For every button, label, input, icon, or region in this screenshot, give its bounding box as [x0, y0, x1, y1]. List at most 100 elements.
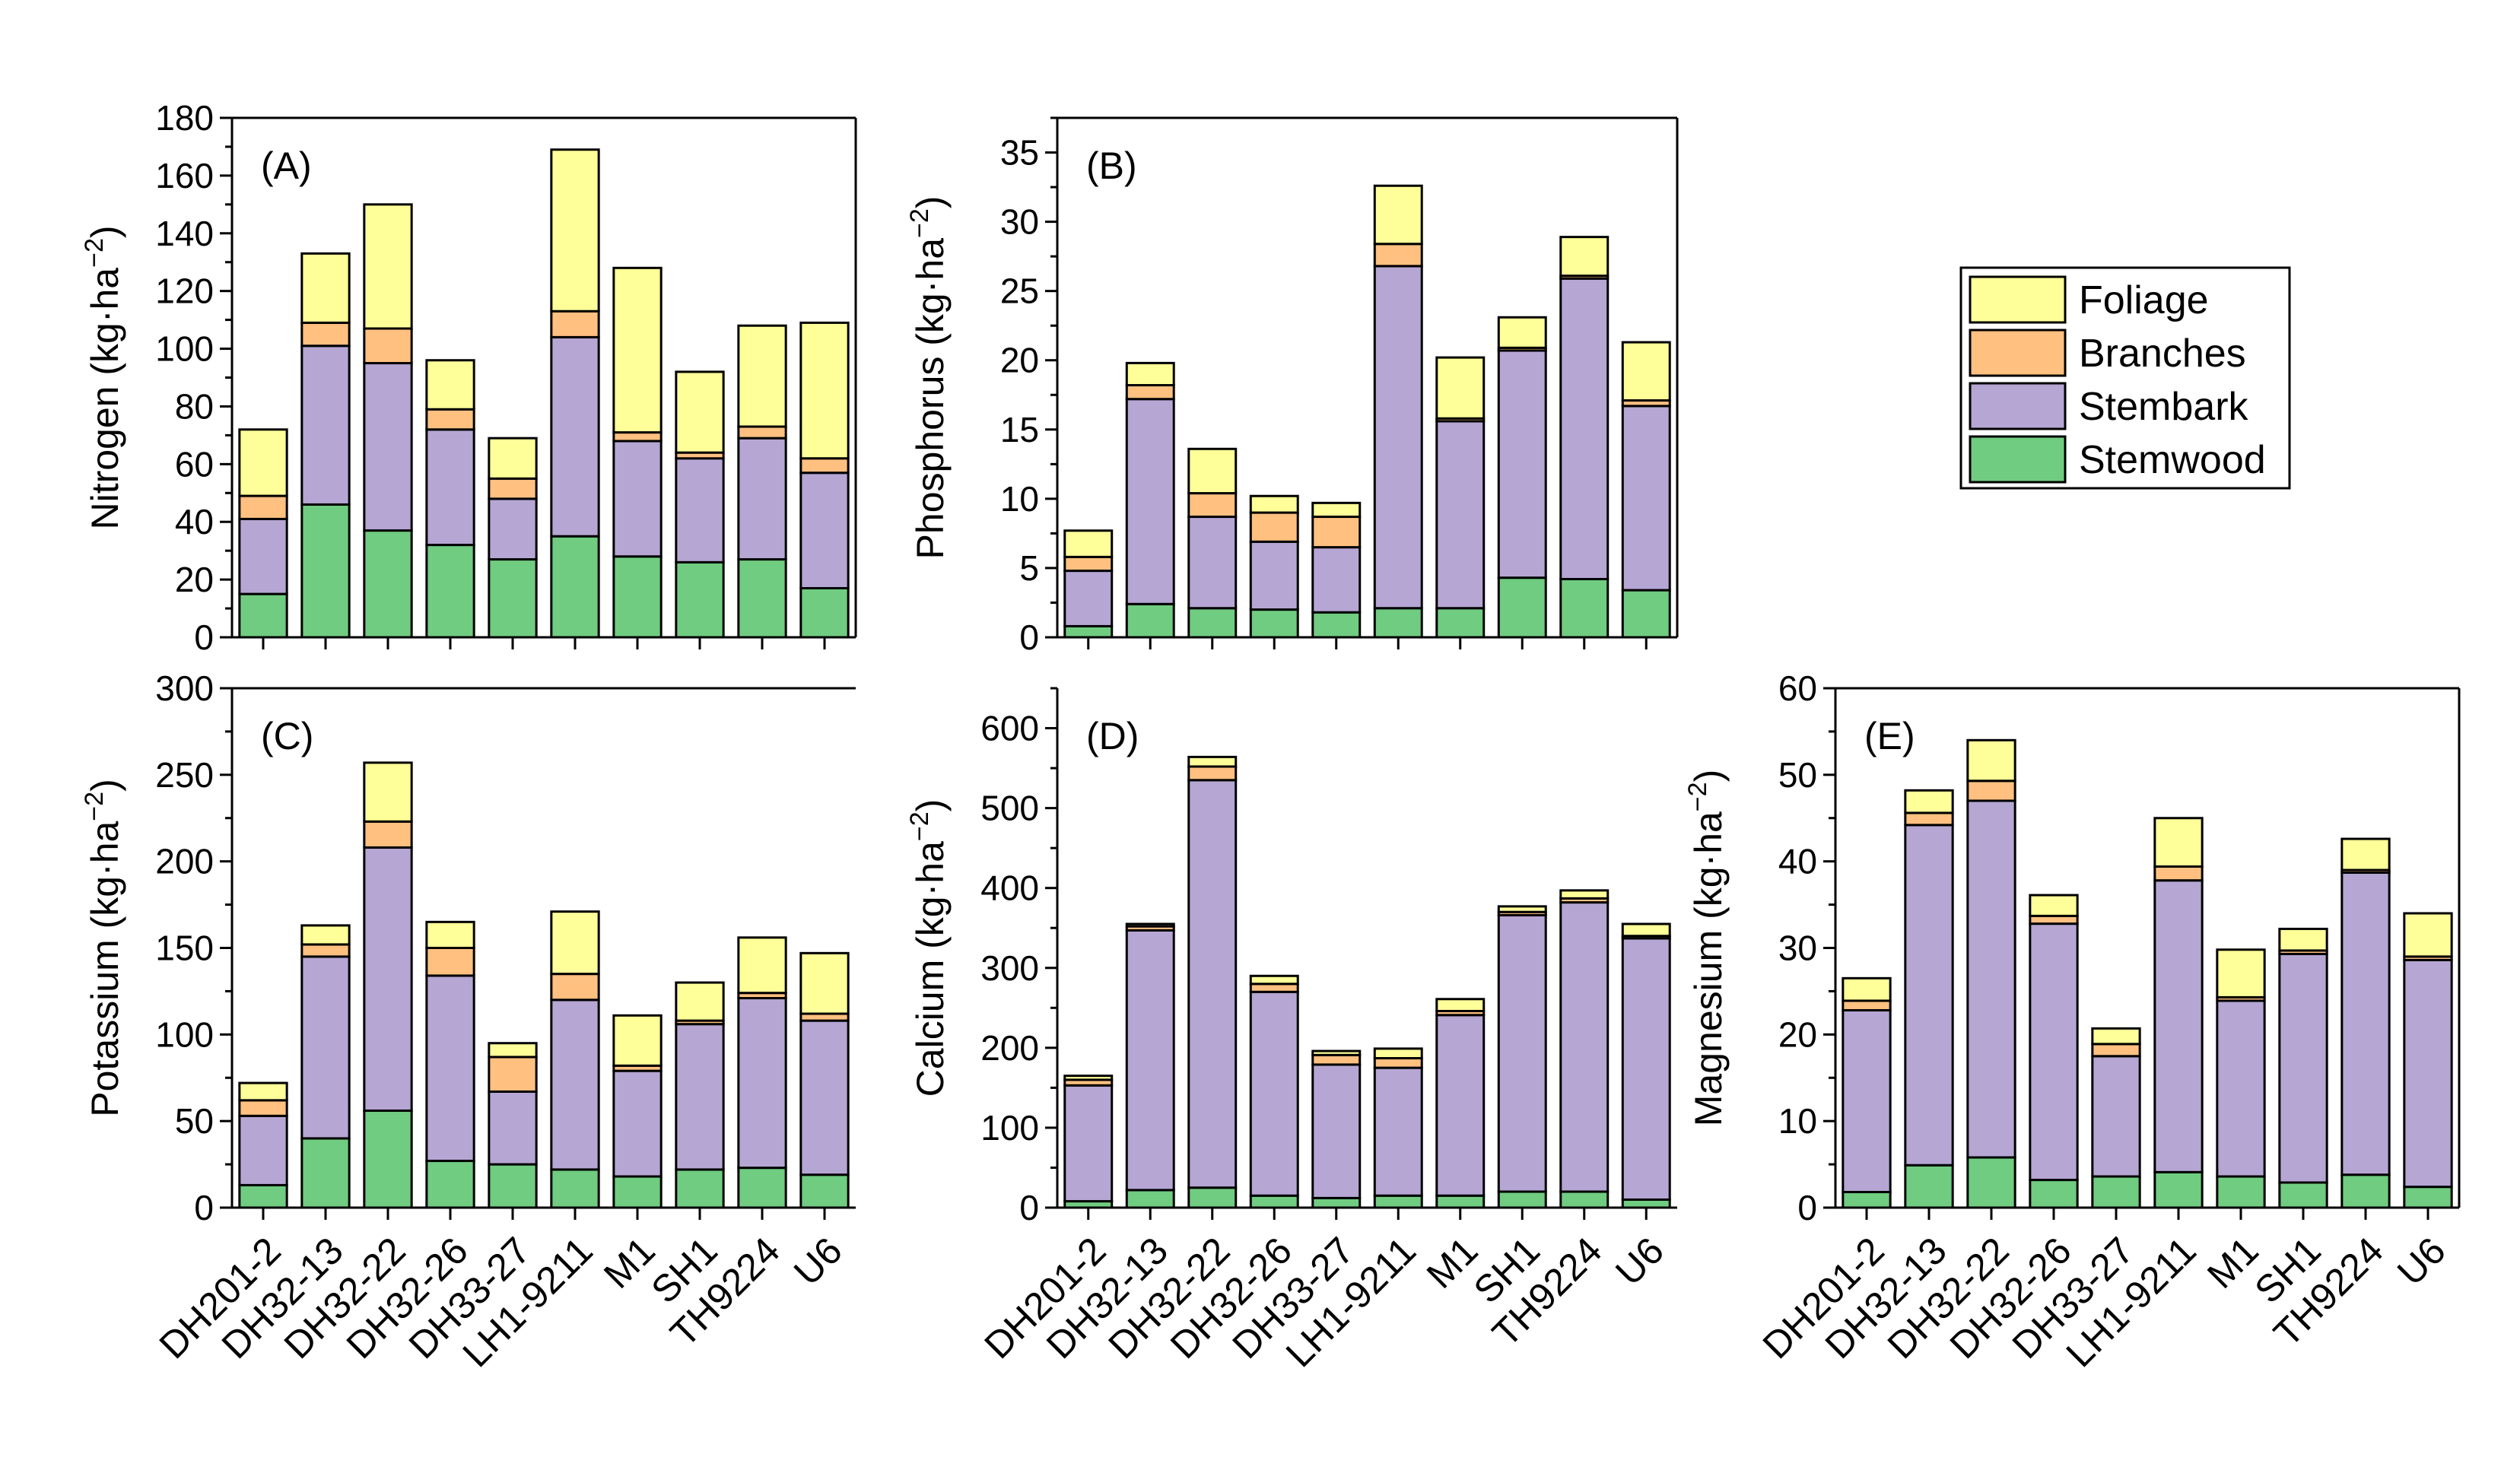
bar-c-stemwood-3 — [425, 1160, 475, 1209]
bar-d-stemwood-6 — [1435, 1194, 1486, 1209]
bar-e-stemwood-2 — [1966, 1156, 2016, 1209]
bar-d-foliage-1 — [1125, 922, 1175, 928]
bar-e-branches-1 — [1904, 811, 1954, 827]
legend-swatch-stemwood — [1969, 435, 2067, 484]
bar-e-stembark-3 — [2029, 922, 2079, 1182]
bar-d-stemwood-5 — [1373, 1194, 1423, 1209]
bar-c-stembark-4 — [488, 1090, 538, 1166]
bar-c-foliage-1 — [300, 924, 351, 946]
y-tick-label-c: 100 — [155, 1014, 214, 1054]
bar-c-stembark-1 — [300, 955, 351, 1140]
bar-d-stemwood-3 — [1249, 1194, 1299, 1209]
bar-b-stemwood-3 — [1249, 608, 1299, 639]
y-tick-label-b: 10 — [1000, 479, 1039, 519]
bar-c-stembark-9 — [799, 1019, 850, 1176]
bar-e-stemwood-7 — [2278, 1181, 2328, 1209]
bar-a-stembark-4 — [488, 497, 538, 561]
panel-c: 050100150200250300DH201-2DH32-13DH32-22D… — [80, 668, 856, 1375]
bar-b-stemwood-2 — [1187, 607, 1238, 639]
bar-e-branches-0 — [1842, 999, 1892, 1011]
bar-d-foliage-7 — [1497, 905, 1547, 913]
bar-e-branches-4 — [2091, 1043, 2141, 1058]
bar-e-stembark-4 — [2091, 1055, 2141, 1178]
bar-b-foliage-8 — [1559, 236, 1610, 278]
bar-a-foliage-4 — [488, 437, 538, 480]
bar-c-stemwood-7 — [675, 1168, 725, 1209]
y-axis-title-a: Nitrogen (kg·ha−2) — [80, 225, 126, 529]
bar-c-foliage-5 — [550, 910, 600, 976]
bar-d-stembark-8 — [1559, 901, 1610, 1193]
y-tick-label-e: 10 — [1778, 1101, 1817, 1141]
category-label-c: U6 — [786, 1229, 850, 1294]
bar-c-foliage-4 — [488, 1042, 538, 1059]
y-axis-title-d: Calcium (kg·ha−2) — [905, 799, 952, 1097]
y-tick-label-e: 40 — [1778, 842, 1817, 881]
bar-c-stembark-8 — [737, 997, 787, 1170]
legend-swatch-stembark — [1969, 382, 2067, 430]
bar-b-stembark-0 — [1063, 570, 1114, 627]
bar-c-branches-5 — [550, 973, 600, 1002]
y-tick-label-c: 150 — [155, 929, 214, 968]
y-tick-label-c: 200 — [155, 842, 214, 881]
bar-a-stemwood-0 — [238, 592, 288, 639]
bar-e-stembark-6 — [2216, 999, 2266, 1178]
legend-label-stembark: Stembark — [2079, 385, 2249, 429]
bar-e-foliage-0 — [1842, 976, 1892, 1002]
bar-c-foliage-8 — [737, 936, 787, 995]
bar-a-stembark-1 — [300, 344, 351, 506]
y-tick-label-a: 0 — [194, 618, 214, 657]
y-tick-label-a: 80 — [175, 386, 214, 426]
bar-d-stembark-4 — [1311, 1063, 1362, 1199]
bar-b-foliage-0 — [1063, 529, 1114, 558]
bar-a-foliage-2 — [363, 203, 413, 330]
bar-a-foliage-5 — [550, 148, 600, 313]
bar-b-stemwood-5 — [1373, 607, 1423, 639]
bar-b-foliage-4 — [1311, 501, 1362, 519]
bar-b-stembark-1 — [1125, 398, 1175, 605]
bar-e-foliage-3 — [2029, 894, 2079, 917]
bar-c-stembark-0 — [238, 1114, 288, 1186]
bar-b-stemwood-7 — [1497, 576, 1547, 639]
bar-e-branches-5 — [2153, 865, 2204, 882]
bar-e-foliage-4 — [2091, 1027, 2141, 1046]
y-axis-title-e: Magnesium (kg·ha−2) — [1683, 770, 1730, 1126]
bar-a-stemwood-4 — [488, 558, 538, 639]
bar-e-branches-2 — [1966, 779, 2016, 802]
bar-c-stemwood-8 — [737, 1167, 787, 1209]
y-tick-label-c: 250 — [155, 755, 214, 795]
bar-e-stemwood-6 — [2216, 1175, 2266, 1209]
bar-b-stembark-2 — [1187, 516, 1238, 610]
legend-swatch-foliage — [1969, 275, 2067, 324]
bar-a-foliage-6 — [612, 266, 663, 434]
y-tick-label-c: 50 — [175, 1101, 214, 1141]
bar-b-stemwood-9 — [1621, 589, 1671, 639]
y-tick-label-e: 30 — [1778, 929, 1817, 968]
bar-a-stembark-6 — [612, 440, 663, 558]
bar-e-foliage-6 — [2216, 948, 2266, 999]
bar-e-stemwood-4 — [2091, 1175, 2141, 1209]
category-label-e: U6 — [2389, 1229, 2454, 1294]
bar-a-stemwood-8 — [737, 558, 787, 639]
bar-c-stemwood-1 — [300, 1137, 351, 1209]
bar-c-foliage-0 — [238, 1081, 288, 1102]
bar-e-stemwood-1 — [1904, 1164, 1954, 1209]
bar-b-branches-2 — [1187, 492, 1238, 519]
bar-e-stembark-1 — [1904, 824, 1954, 1167]
y-tick-label-d: 100 — [980, 1108, 1039, 1148]
bar-a-stembark-0 — [238, 517, 288, 595]
panel-d: 0100200300400500600DH201-2DH32-13DH32-22… — [905, 687, 1677, 1375]
bar-d-stemwood-2 — [1187, 1186, 1238, 1209]
bar-a-stemwood-7 — [675, 560, 725, 639]
bar-c-stemwood-4 — [488, 1163, 538, 1209]
bar-d-branches-3 — [1249, 983, 1299, 993]
bar-c-stembark-5 — [550, 999, 600, 1171]
y-tick-label-a: 40 — [175, 502, 214, 541]
panel-tag-d: (D) — [1086, 715, 1139, 757]
bar-e-foliage-7 — [2278, 927, 2328, 952]
y-tick-label-b: 15 — [1000, 410, 1039, 449]
bar-a-foliage-0 — [238, 428, 288, 497]
bar-a-foliage-1 — [300, 252, 351, 324]
bar-a-branches-0 — [238, 494, 288, 520]
bar-e-foliage-8 — [2340, 837, 2391, 872]
